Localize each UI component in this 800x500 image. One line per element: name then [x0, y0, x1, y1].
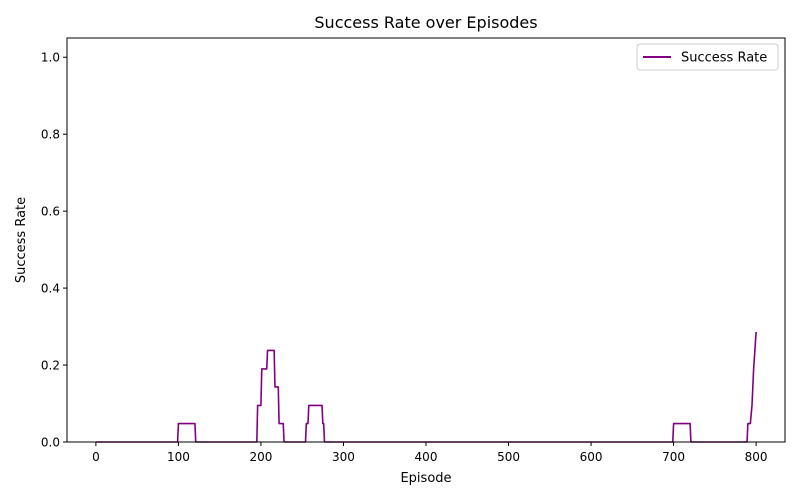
y-axis-ticks: 0.0 0.2 0.4 0.6 0.8 1.0 — [41, 51, 67, 450]
x-tick-label: 700 — [662, 450, 685, 464]
y-tick-label: 0.8 — [41, 128, 60, 142]
y-tick-label: 1.0 — [41, 51, 60, 65]
x-axis-label: Episode — [400, 471, 451, 486]
plot-frame — [66, 37, 786, 443]
x-tick-label: 200 — [249, 450, 272, 464]
x-tick-label: 600 — [580, 450, 603, 464]
legend-box — [636, 43, 779, 71]
x-tick-label: 300 — [332, 450, 355, 464]
x-axis-ticks: 0 100 200 300 400 500 600 700 800 — [92, 442, 768, 464]
legend: Success Rate — [636, 43, 779, 71]
series-layer — [95, 331, 757, 443]
y-tick-label: 0.4 — [41, 282, 60, 296]
y-tick-label: 0.6 — [41, 205, 60, 219]
series-line-success-rate — [95, 331, 757, 443]
x-tick-label: 100 — [167, 450, 190, 464]
y-tick-label: 0.0 — [41, 436, 60, 450]
x-tick-label: 400 — [415, 450, 438, 464]
x-tick-label: 500 — [497, 450, 520, 464]
chart-title: Success Rate over Episodes — [314, 13, 537, 32]
y-axis-label: Success Rate — [14, 197, 29, 283]
y-tick-label: 0.2 — [41, 359, 60, 373]
x-tick-label: 800 — [745, 450, 768, 464]
legend-label: Success Rate — [681, 51, 767, 66]
x-tick-label: 0 — [92, 450, 100, 464]
